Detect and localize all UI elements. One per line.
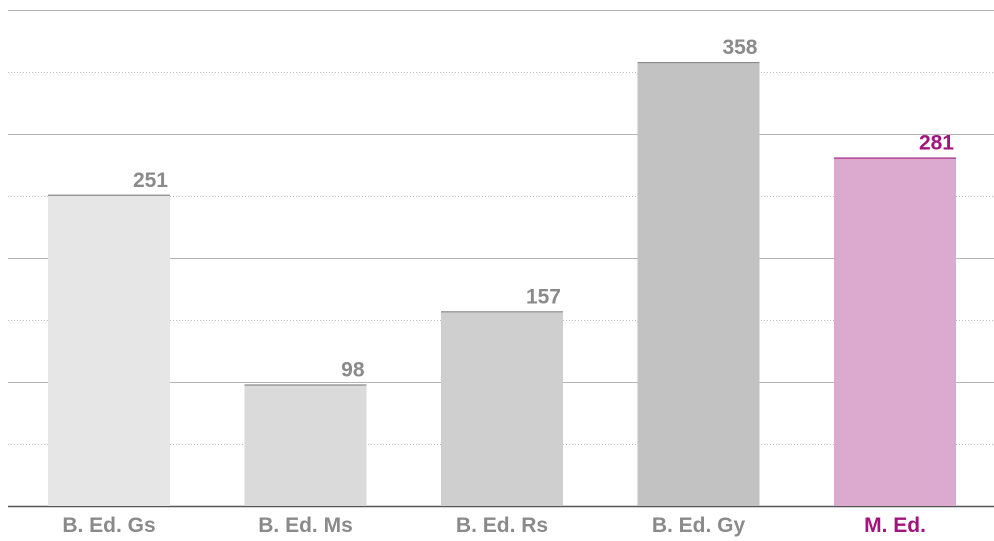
data-label: 251 (133, 169, 168, 192)
data-label: 358 (722, 36, 757, 59)
bar (244, 384, 367, 506)
data-label: 157 (526, 285, 561, 308)
bars (48, 61, 956, 507)
tick-label: B. Ed. Gs (62, 514, 155, 537)
data-label: 98 (341, 358, 365, 381)
tick-label: B. Ed. Rs (456, 514, 548, 537)
bar (637, 62, 760, 507)
category-labels: B. Ed. Gs B. Ed. Ms B. Ed. Rs B. Ed. Gy M. E… (62, 514, 926, 537)
tick-label: B. Ed. Ms (258, 514, 353, 537)
bar (834, 157, 956, 506)
data-label: 281 (919, 132, 954, 155)
tick-label: B. Ed. Gy (652, 514, 746, 537)
bar (48, 194, 170, 506)
bar (441, 311, 563, 506)
tick-label: M. Ed. (864, 514, 926, 537)
value-labels: 251 98 157 358 281 (133, 36, 954, 381)
